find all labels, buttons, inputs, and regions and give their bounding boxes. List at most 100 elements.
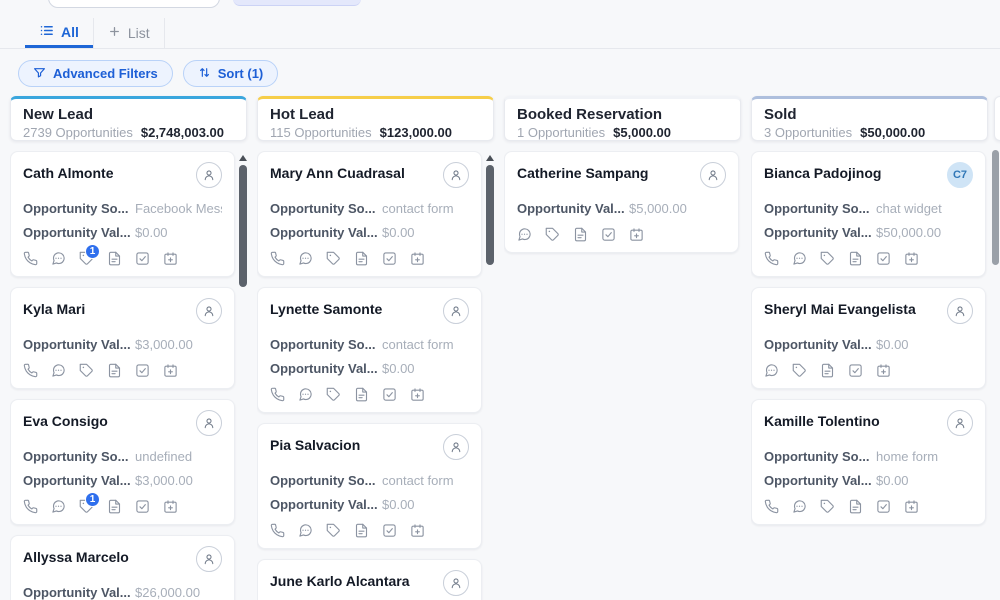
task-icon[interactable] — [848, 363, 863, 378]
phone-icon[interactable] — [270, 387, 285, 402]
opportunity-card[interactable]: Mary Ann Cuadrasal Opportunity So... con… — [257, 151, 482, 277]
phone-icon[interactable] — [764, 499, 779, 514]
tag-icon[interactable] — [326, 251, 341, 266]
assign-user-icon[interactable] — [196, 298, 222, 324]
note-icon[interactable] — [820, 363, 835, 378]
sms-icon[interactable] — [298, 523, 313, 538]
note-icon[interactable] — [848, 499, 863, 514]
opportunity-card[interactable]: Sheryl Mai Evangelista Opportunity Val..… — [751, 287, 986, 389]
avatar[interactable]: C7 — [947, 162, 973, 188]
sort-button[interactable]: Sort (1) — [182, 60, 279, 87]
tag-icon[interactable] — [326, 387, 341, 402]
assign-user-icon[interactable] — [443, 434, 469, 460]
task-icon[interactable] — [382, 251, 397, 266]
task-icon[interactable] — [382, 387, 397, 402]
sms-icon[interactable] — [764, 363, 779, 378]
topbar-button[interactable] — [233, 0, 361, 6]
opportunity-card[interactable]: Pia Salvacion Opportunity So... contact … — [257, 423, 482, 549]
sms-icon[interactable] — [517, 227, 532, 242]
tag-icon[interactable] — [820, 251, 835, 266]
assign-user-icon[interactable] — [443, 570, 469, 596]
column-scrollbar[interactable] — [238, 153, 247, 600]
note-icon[interactable] — [848, 251, 863, 266]
calendar-icon[interactable] — [904, 251, 919, 266]
tag-icon[interactable] — [79, 363, 94, 378]
column-scrollbar-thumb[interactable] — [485, 165, 494, 265]
task-icon[interactable] — [601, 227, 616, 242]
phone-icon[interactable] — [270, 523, 285, 538]
calendar-icon[interactable] — [904, 499, 919, 514]
sms-icon[interactable] — [792, 251, 807, 266]
scroll-up-icon[interactable] — [485, 155, 494, 161]
phone-icon[interactable] — [23, 251, 38, 266]
sms-icon[interactable] — [792, 499, 807, 514]
tag-icon[interactable] — [820, 499, 835, 514]
calendar-icon[interactable] — [876, 363, 891, 378]
calendar-icon[interactable] — [410, 387, 425, 402]
phone-icon[interactable] — [270, 251, 285, 266]
note-icon[interactable] — [354, 387, 369, 402]
board-scrollbar[interactable] — [992, 150, 1000, 600]
opportunity-card[interactable]: Allyssa Marcelo Opportunity Val... $26,0… — [10, 535, 235, 600]
opportunity-card[interactable]: June Karlo Alcantara Opportunity So... c… — [257, 559, 482, 600]
sms-icon[interactable] — [298, 251, 313, 266]
sms-icon[interactable] — [298, 387, 313, 402]
note-icon[interactable] — [354, 523, 369, 538]
task-icon[interactable] — [382, 523, 397, 538]
tab-all[interactable]: All — [25, 18, 93, 48]
assign-user-icon[interactable] — [947, 410, 973, 436]
opportunity-card[interactable]: Eva Consigo Opportunity So... undefined … — [10, 399, 235, 525]
task-icon[interactable] — [135, 499, 150, 514]
opportunity-card[interactable]: Lynette Samonte Opportunity So... contac… — [257, 287, 482, 413]
tag-icon[interactable]: 1 — [79, 244, 100, 266]
card-field: Opportunity So... contact form — [270, 469, 469, 493]
note-icon[interactable] — [573, 227, 588, 242]
assign-user-icon[interactable] — [700, 162, 726, 188]
opportunity-card[interactable]: Bianca Padojinog C7 Opportunity So... ch… — [751, 151, 986, 277]
sms-icon[interactable] — [51, 363, 66, 378]
task-icon[interactable] — [135, 251, 150, 266]
assign-user-icon[interactable] — [196, 410, 222, 436]
scroll-up-icon[interactable] — [238, 155, 247, 161]
note-icon[interactable] — [354, 251, 369, 266]
assign-user-icon[interactable] — [196, 546, 222, 572]
assign-user-icon[interactable] — [443, 162, 469, 188]
task-icon[interactable] — [876, 251, 891, 266]
tag-icon[interactable] — [792, 363, 807, 378]
assign-user-icon[interactable] — [196, 162, 222, 188]
sms-icon[interactable] — [51, 251, 66, 266]
opportunity-card[interactable]: Kamille Tolentino Opportunity So... home… — [751, 399, 986, 525]
note-icon[interactable] — [107, 499, 122, 514]
opportunity-card[interactable]: Catherine Sampang Opportunity Val... $5,… — [504, 151, 739, 253]
calendar-icon[interactable] — [163, 363, 178, 378]
board-scrollbar-thumb[interactable] — [992, 150, 999, 265]
pipeline-column: Hot Lead 115 Opportunities $123,000.00 M… — [257, 96, 494, 600]
tab-add-list[interactable]: List — [92, 18, 165, 48]
note-icon[interactable] — [107, 363, 122, 378]
tag-icon[interactable] — [545, 227, 560, 242]
task-icon[interactable] — [876, 499, 891, 514]
phone-icon[interactable] — [23, 499, 38, 514]
sms-icon[interactable] — [51, 499, 66, 514]
calendar-icon[interactable] — [629, 227, 644, 242]
advanced-filters-button[interactable]: Advanced Filters — [18, 60, 173, 87]
calendar-icon[interactable] — [163, 499, 178, 514]
tag-icon[interactable]: 1 — [79, 492, 100, 514]
assign-user-icon[interactable] — [947, 298, 973, 324]
search-input[interactable] — [48, 0, 220, 8]
tag-icon[interactable] — [326, 523, 341, 538]
opportunity-card[interactable]: Kyla Mari Opportunity Val... $3,000.00 — [10, 287, 235, 389]
column-scrollbar-thumb[interactable] — [238, 165, 247, 287]
opportunity-card[interactable]: Cath Almonte Opportunity So... Facebook … — [10, 151, 235, 277]
task-icon[interactable] — [135, 363, 150, 378]
phone-icon[interactable] — [23, 363, 38, 378]
note-icon[interactable] — [107, 251, 122, 266]
calendar-icon[interactable] — [410, 251, 425, 266]
column-header: Hot Lead 115 Opportunities $123,000.00 — [257, 96, 494, 141]
column-scrollbar[interactable] — [485, 153, 494, 600]
calendar-icon[interactable] — [410, 523, 425, 538]
calendar-icon[interactable] — [163, 251, 178, 266]
card-fields: Opportunity So... chat widget Opportunit… — [764, 197, 973, 245]
assign-user-icon[interactable] — [443, 298, 469, 324]
phone-icon[interactable] — [764, 251, 779, 266]
